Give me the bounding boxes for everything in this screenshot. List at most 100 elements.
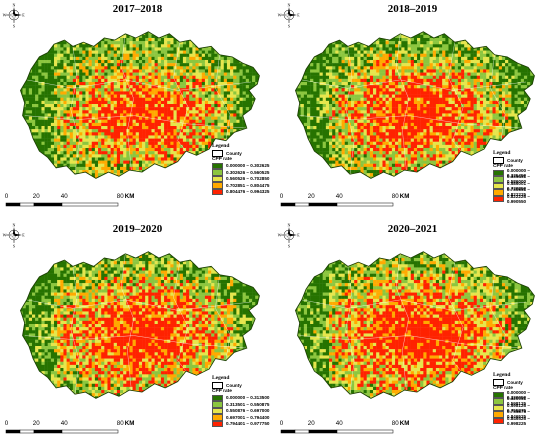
- raster-cell-class-1: [76, 163, 80, 168]
- raster-cell-class-3: [104, 31, 108, 36]
- raster-cell-class-5: [104, 129, 108, 133]
- raster-cell-class-2: [473, 37, 477, 42]
- raster-cell-class-1: [307, 47, 311, 51]
- raster-cell-class-2: [110, 34, 114, 39]
- raster-cell-class-1: [20, 69, 23, 73]
- raster-cell-class-4: [407, 53, 411, 58]
- raster-cell-class-4: [76, 56, 80, 61]
- raster-cell-class-3: [85, 113, 89, 117]
- raster-cell-class-2: [22, 141, 26, 146]
- compass-north-label: N: [288, 3, 291, 8]
- raster-cell-class-1: [313, 31, 317, 36]
- raster-cell-class-4: [132, 166, 136, 171]
- raster-cell-class-2: [492, 41, 496, 45]
- raster-cell-class-1: [401, 41, 405, 45]
- raster-cell-class-3: [177, 183, 180, 186]
- raster-cell-class-5: [129, 116, 133, 120]
- raster-cell-class-4: [182, 122, 187, 127]
- raster-cell-class-1: [540, 51, 543, 54]
- raster-cell-class-1: [255, 72, 259, 76]
- raster-cell-class-5: [98, 81, 102, 86]
- raster-cell-class-3: [157, 56, 162, 61]
- raster-cell-class-2: [120, 37, 124, 42]
- raster-cell-class-4: [204, 85, 209, 89]
- raster-cell-class-1: [176, 173, 180, 177]
- raster-cell-class-1: [329, 47, 333, 51]
- raster-cell-class-2: [236, 135, 240, 139]
- raster-cell-class-1: [454, 50, 459, 54]
- raster-cell-class-3: [79, 170, 83, 174]
- raster-cell-class-1: [60, 63, 64, 67]
- raster-cell-class-5: [204, 107, 209, 111]
- raster-cell-class-2: [407, 31, 411, 32]
- raster-cell-class-3: [236, 100, 240, 105]
- raster-cell-class-1: [239, 135, 243, 139]
- raster-cell-class-1: [16, 110, 19, 113]
- raster-cell-class-4: [154, 110, 158, 114]
- raster-cell-class-5: [173, 144, 177, 149]
- raster-cell-class-1: [310, 41, 314, 45]
- raster-cell-class-5: [94, 141, 99, 146]
- raster-cell-class-5: [129, 141, 133, 146]
- raster-cell-class-5: [201, 78, 206, 83]
- raster-cell-class-2: [28, 154, 33, 158]
- raster-cell-class-1: [239, 34, 243, 39]
- raster-cell-class-1: [186, 170, 190, 174]
- raster-cell-class-2: [230, 138, 234, 142]
- raster-cell-class-2: [189, 166, 193, 171]
- raster-cell-class-1: [198, 170, 202, 174]
- raster-cell-class-3: [44, 104, 48, 108]
- raster-cell-class-1: [132, 47, 136, 51]
- raster-cell-class-4: [76, 160, 80, 164]
- raster-cell-class-1: [370, 25, 373, 28]
- raster-cell-class-1: [245, 116, 250, 120]
- raster-cell-class-1: [489, 25, 492, 28]
- raster-cell-class-2: [79, 100, 83, 105]
- raster-cell-class-3: [91, 154, 96, 158]
- raster-cell-class-4: [176, 151, 180, 155]
- raster-cell-class-1: [252, 41, 256, 45]
- raster-cell-class-1: [16, 35, 19, 38]
- raster-cell-class-1: [69, 50, 74, 54]
- raster-cell-class-1: [322, 31, 327, 32]
- raster-cell-class-1: [245, 97, 250, 102]
- raster-cell-class-1: [35, 31, 39, 36]
- raster-cell-class-2: [148, 31, 152, 36]
- raster-cell-class-2: [132, 41, 136, 45]
- raster-cell-class-3: [186, 72, 190, 76]
- raster-cell-class-2: [451, 56, 455, 61]
- raster-cell-class-1: [417, 56, 421, 61]
- raster-cell-class-1: [347, 41, 352, 45]
- raster-cell-class-2: [192, 44, 196, 48]
- raster-cell-class-1: [47, 31, 52, 36]
- raster-cell-class-1: [236, 31, 240, 32]
- raster-cell-class-1: [50, 113, 55, 117]
- raster-cell-class-5: [132, 110, 136, 114]
- raster-cell-class-1: [85, 176, 89, 179]
- raster-cell-class-5: [116, 154, 121, 158]
- raster-cell-class-1: [214, 59, 218, 64]
- raster-cell-class-1: [303, 31, 308, 32]
- raster-cell-class-4: [94, 122, 99, 127]
- raster-cell-class-2: [63, 81, 67, 86]
- raster-cell-class-2: [195, 59, 199, 64]
- raster-cell-class-5: [94, 81, 99, 86]
- raster-cell-class-2: [489, 37, 493, 42]
- raster-cell-class-5: [116, 91, 121, 95]
- raster-cell-class-3: [116, 69, 121, 73]
- raster-cell-class-1: [208, 31, 212, 36]
- raster-cell-class-4: [214, 78, 218, 83]
- raster-cell-class-1: [262, 110, 265, 113]
- raster-cell-class-1: [291, 57, 294, 60]
- raster-cell-class-5: [126, 144, 130, 149]
- raster-cell-class-2: [217, 132, 221, 136]
- raster-cell-class-3: [230, 107, 234, 111]
- raster-cell-class-1: [483, 31, 487, 32]
- raster-cell-class-5: [98, 126, 102, 130]
- raster-cell-class-1: [25, 151, 30, 155]
- raster-cell-class-1: [160, 37, 165, 42]
- raster-cell-class-1: [363, 47, 367, 51]
- raster-cell-class-5: [110, 135, 114, 139]
- raster-cell-class-1: [72, 41, 77, 45]
- raster-cell-class-1: [38, 166, 42, 171]
